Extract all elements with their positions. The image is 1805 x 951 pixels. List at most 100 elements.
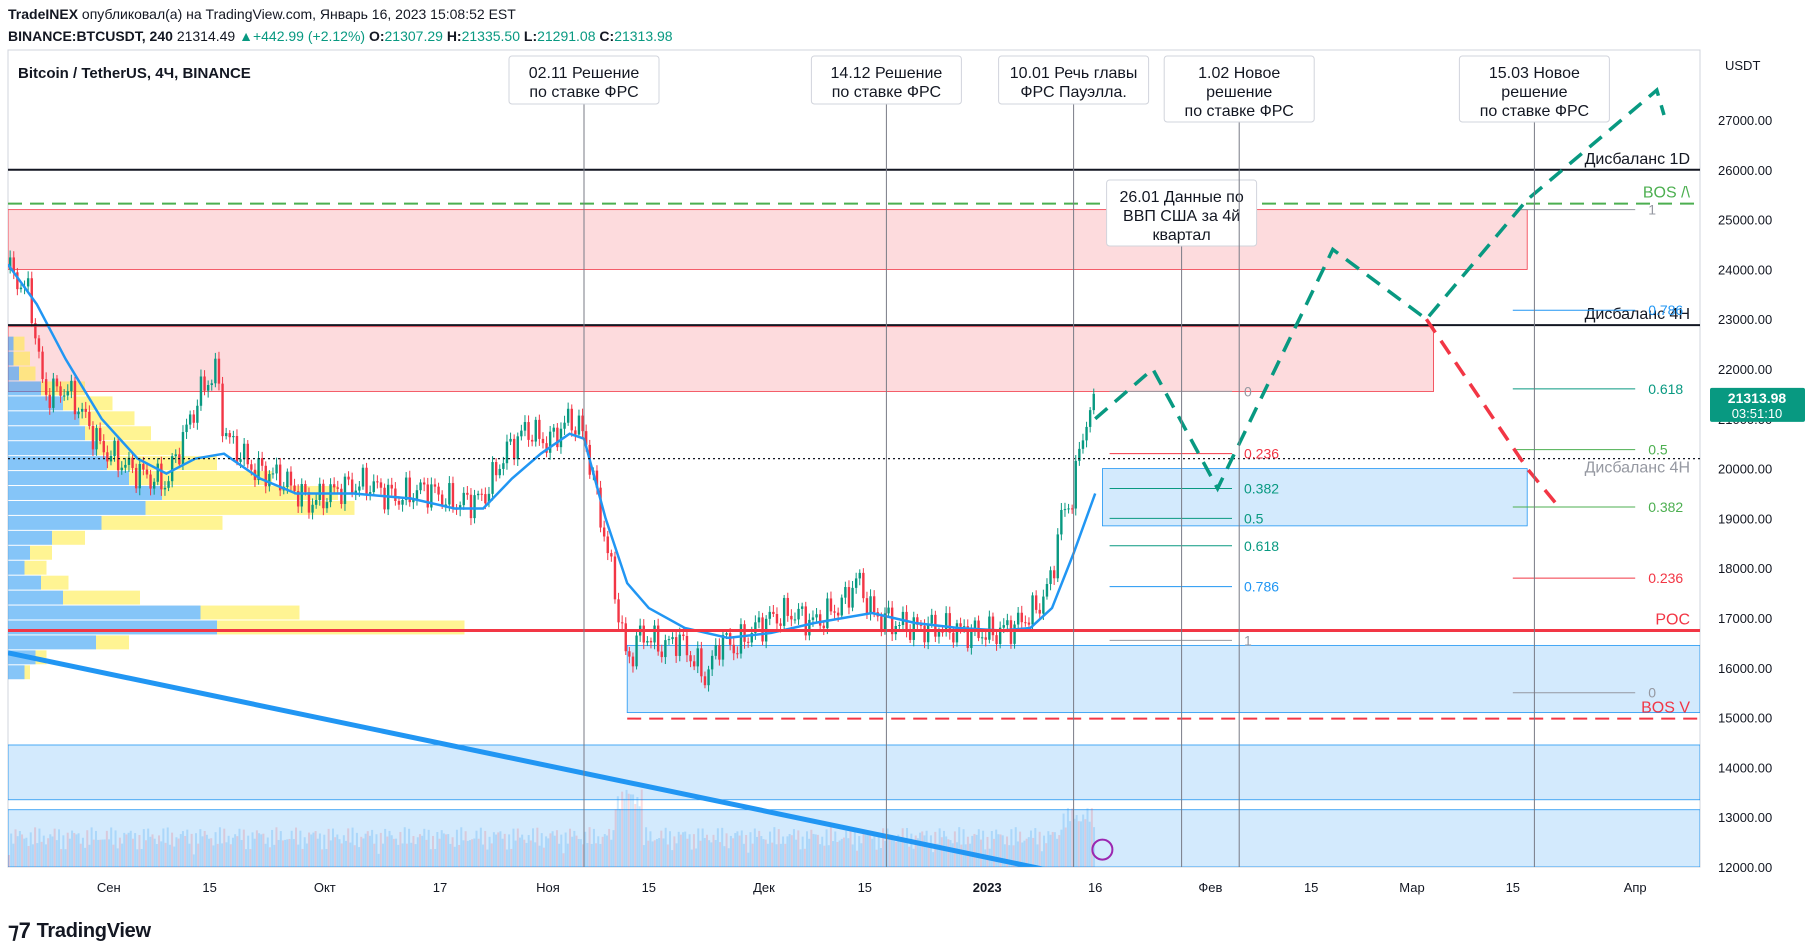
author-name[interactable]: TradeINEX xyxy=(8,6,79,22)
volume-bar xyxy=(486,849,489,867)
y-tick-label: 25000.00 xyxy=(1718,213,1772,228)
current-price-badge xyxy=(1710,387,1805,422)
volume-bar xyxy=(1056,838,1059,867)
candle-body xyxy=(970,629,973,648)
candle-body xyxy=(973,620,977,630)
volume-bar xyxy=(1034,828,1037,867)
volume-bar xyxy=(879,847,882,867)
volume-bar xyxy=(1032,837,1035,867)
candle-body xyxy=(700,648,703,677)
volume-bar xyxy=(605,835,608,867)
candle-body xyxy=(826,598,829,629)
volume-bar xyxy=(25,837,28,867)
volume-bar xyxy=(821,836,824,867)
volume-bar xyxy=(171,832,174,867)
candle-body xyxy=(325,502,329,509)
event-2601-box xyxy=(1106,179,1258,247)
event-2601-text: ВВП США за 4й xyxy=(1123,208,1240,225)
volume-bar xyxy=(1025,838,1028,867)
volume-bar xyxy=(566,843,569,867)
candle-body xyxy=(404,477,408,501)
volume-bar xyxy=(1014,827,1017,867)
volume-bar xyxy=(212,845,215,867)
volume-bar xyxy=(1008,845,1011,867)
candle-body xyxy=(368,492,372,494)
volume-bar xyxy=(736,831,739,867)
volume-bar xyxy=(399,831,402,867)
volume-bar xyxy=(410,842,413,867)
volume-bar xyxy=(49,834,52,867)
volume-bar xyxy=(823,845,826,867)
event-0211-text: 02.11 Решение xyxy=(529,65,640,82)
volume-bar xyxy=(34,827,37,867)
candle-body xyxy=(156,463,159,482)
volume-bar xyxy=(782,836,785,867)
volume-bar xyxy=(175,837,178,867)
volume-bar xyxy=(1075,815,1078,867)
candle-body xyxy=(584,431,588,445)
candle-body xyxy=(988,616,991,640)
y-tick-label: 12000.00 xyxy=(1718,860,1772,875)
volume-bar xyxy=(362,838,365,867)
volume-bar xyxy=(271,829,274,867)
candle-body xyxy=(181,432,185,465)
y-tick-label: 15000.00 xyxy=(1718,711,1772,726)
volume-bar xyxy=(712,834,715,867)
volume-profile-bar xyxy=(52,530,85,545)
volume-bar xyxy=(384,828,387,867)
volume-profile-bar xyxy=(8,366,19,381)
volume-bar xyxy=(838,840,841,867)
volume-bar xyxy=(12,843,15,867)
candle-body xyxy=(646,640,649,643)
volume-bar xyxy=(497,832,500,867)
volume-bar xyxy=(505,849,508,867)
candle-body xyxy=(952,632,955,643)
candle-body xyxy=(833,611,836,613)
volume-bar xyxy=(214,832,217,867)
volume-bar xyxy=(658,838,661,867)
volume-bar xyxy=(975,834,978,867)
volume-bar xyxy=(977,829,980,867)
candle-body xyxy=(710,655,714,670)
candle-body xyxy=(358,486,361,491)
fib-far-label: 0.618 xyxy=(1648,381,1683,397)
candle-body xyxy=(772,611,775,614)
volume-bar xyxy=(199,829,202,867)
candle-body xyxy=(808,619,811,636)
candle-body xyxy=(516,436,519,460)
tradingview-footer[interactable]: ⁊7 TradingView xyxy=(8,918,151,944)
volume-bar xyxy=(114,830,117,867)
volume-bar xyxy=(747,852,750,867)
volume-bar xyxy=(753,828,756,867)
volume-bar xyxy=(488,836,491,867)
symbol-name[interactable]: BINANCE:BTCUSDT, 240 xyxy=(8,28,173,44)
candle-body xyxy=(671,637,674,640)
candle-body xyxy=(923,625,926,643)
candle-body xyxy=(430,484,433,508)
volume-profile-bar xyxy=(8,441,96,456)
candle-body xyxy=(66,391,69,396)
candle-body xyxy=(383,487,386,510)
volume-bar xyxy=(534,842,537,867)
volume-bar xyxy=(438,838,441,867)
volume-bar xyxy=(134,833,137,867)
volume-bar xyxy=(1012,845,1015,867)
symbol-line: BINANCE:BTCUSDT, 240 21314.49 ▲+442.99 (… xyxy=(8,28,673,44)
candle-body xyxy=(696,648,699,667)
candle-body xyxy=(750,633,753,643)
volume-bar xyxy=(742,843,745,867)
volume-bar xyxy=(512,828,515,867)
candle-body xyxy=(930,614,933,624)
volume-bar xyxy=(873,834,876,867)
volume-bar xyxy=(36,843,39,867)
candle-body xyxy=(34,323,37,339)
volume-bar xyxy=(875,849,878,867)
candle-body xyxy=(887,607,890,614)
candle-body xyxy=(376,481,379,483)
volume-bar xyxy=(492,832,495,867)
candle-body xyxy=(944,613,948,632)
volume-bar xyxy=(1079,821,1082,867)
volume-bar xyxy=(310,834,313,867)
lightning-icon xyxy=(1091,838,1114,861)
